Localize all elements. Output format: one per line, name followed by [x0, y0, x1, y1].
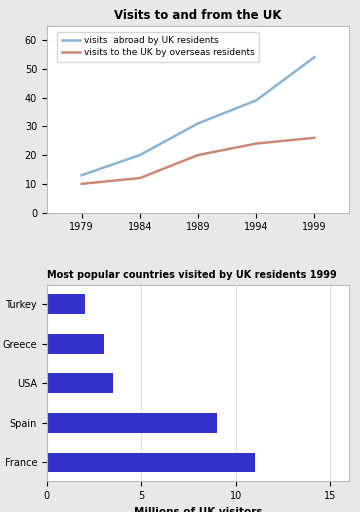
visits to the UK by overseas residents	[312, 135, 316, 141]
visits to the UK by overseas residents	[254, 140, 258, 146]
visits  abroad by UK residents	[196, 120, 200, 126]
visits to the UK by overseas residents	[138, 175, 142, 181]
visits  abroad by UK residents	[312, 54, 316, 60]
Bar	[47, 453, 255, 473]
X-axis label: Millions of UK visitors: Millions of UK visitors	[134, 506, 262, 512]
Title: Visits to and from the UK: Visits to and from the UK	[114, 9, 282, 22]
Bar	[47, 334, 104, 354]
Bar	[47, 373, 113, 393]
visits to the UK by overseas residents	[80, 181, 84, 187]
Text: Most popular countries visited by UK residents 1999: Most popular countries visited by UK res…	[47, 270, 337, 281]
visits to the UK by overseas residents	[196, 152, 200, 158]
Line: visits to the UK by overseas residents: visits to the UK by overseas residents	[82, 138, 314, 184]
visits  abroad by UK residents	[254, 97, 258, 103]
Bar	[47, 294, 85, 314]
Bar	[47, 413, 217, 433]
visits  abroad by UK residents	[138, 152, 142, 158]
Legend: visits  abroad by UK residents, visits to the UK by overseas residents: visits abroad by UK residents, visits to…	[57, 32, 259, 62]
visits  abroad by UK residents	[80, 172, 84, 178]
Line: visits  abroad by UK residents: visits abroad by UK residents	[82, 57, 314, 175]
